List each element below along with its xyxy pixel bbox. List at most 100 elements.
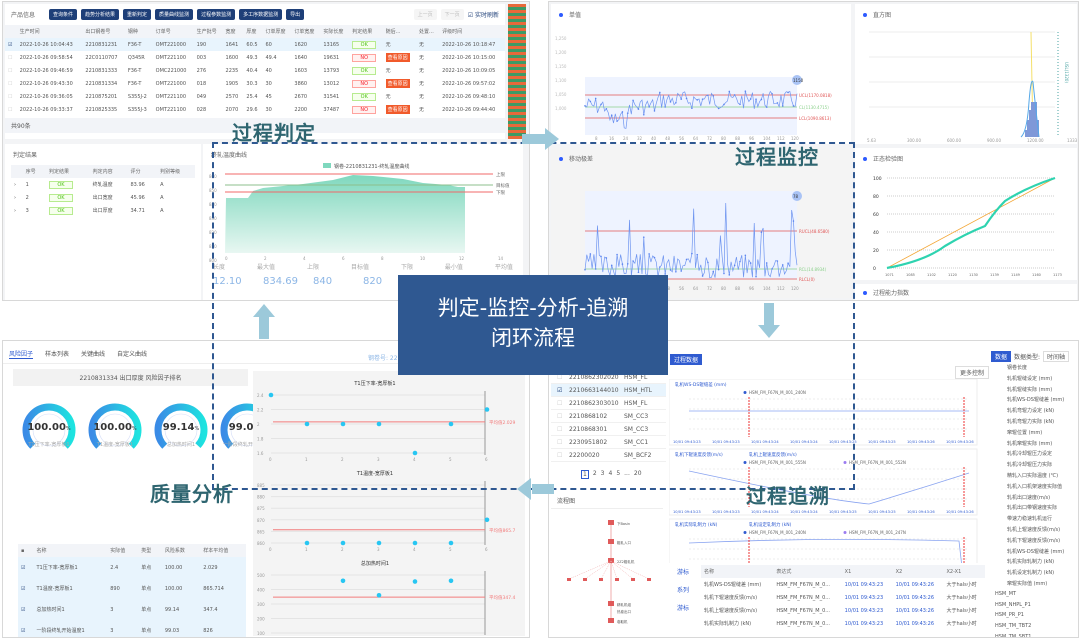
coil-row[interactable]: ☐ 2210868102 SM_CC3 bbox=[551, 410, 666, 423]
tree-item[interactable]: 轧机下辊速度反馈(m/s) bbox=[1007, 537, 1061, 544]
tree-item[interactable]: 精轧入口实际温度 (℃) bbox=[1007, 472, 1059, 479]
tree-item[interactable]: 轧机冷却辊压力设定 bbox=[1007, 451, 1053, 458]
tree-item[interactable]: 窜辊实际值 (mm) bbox=[1007, 580, 1048, 587]
tree-group[interactable]: HSM_TM_SBT1 bbox=[995, 633, 1032, 638]
tab[interactable]: 自定义曲线 bbox=[117, 351, 148, 358]
histogram-bar bbox=[1025, 130, 1028, 137]
table-row[interactable]: ☐ 2022-10-26 09:43:30 2210831334 F36-T OMT22… bbox=[5, 77, 505, 90]
process-data-tab[interactable]: 过程数据 bbox=[670, 354, 703, 365]
prev-button[interactable]: 上一页 bbox=[413, 9, 437, 20]
expand-icon[interactable]: › bbox=[14, 181, 16, 188]
tree-item[interactable]: 钢卷长度 bbox=[1007, 365, 1028, 371]
tree-item[interactable]: 轧机弯辊力设定 (kN) bbox=[1007, 408, 1055, 415]
row-checkbox[interactable]: ☐ bbox=[8, 54, 13, 61]
tree-item[interactable]: 轧机窜辊实际 (mm) bbox=[1007, 440, 1053, 447]
tree-item[interactable]: 轧机WS-DS辊缝差 (mm) bbox=[1007, 397, 1065, 404]
row-checkbox[interactable]: ☐ bbox=[8, 93, 13, 100]
row-checkbox[interactable]: ☑ bbox=[18, 557, 34, 578]
side-tab[interactable]: 游标 bbox=[676, 605, 689, 612]
arrow-left-head bbox=[517, 478, 531, 500]
more-controls[interactable]: 更多控制 bbox=[955, 366, 990, 379]
row-checkbox[interactable]: ☐ bbox=[557, 438, 563, 446]
toolbar-button[interactable]: 质量曲线监测 bbox=[155, 9, 194, 20]
toolbar-button[interactable]: 导出 bbox=[286, 9, 305, 20]
toolbar-button[interactable]: 趋势分析结果 bbox=[81, 9, 120, 20]
coil-row[interactable]: ☐ 22200020 SM_BCF2 bbox=[551, 449, 666, 462]
data-button[interactable]: 数据 bbox=[991, 351, 1012, 362]
table-row[interactable]: ☑ T1温度-宽厚板1 890 单点 100.00 865.714 bbox=[18, 578, 246, 599]
table-row[interactable]: ☐ 2022-10-26 09:58:54 22C0110707 Q345R OMT22… bbox=[5, 51, 505, 64]
row-checkbox[interactable]: ☐ bbox=[557, 373, 563, 381]
tree-item[interactable]: 带速力稳速轧机运行 bbox=[1007, 516, 1053, 523]
view-reason-button[interactable]: 查看原因 bbox=[385, 53, 410, 62]
table-cell: 2.4 bbox=[107, 557, 139, 578]
view-reason-button[interactable]: 查看原因 bbox=[385, 79, 410, 88]
tree-item[interactable]: 轧机弯辊力实际 (kN) bbox=[1007, 418, 1055, 425]
data-point bbox=[733, 264, 736, 267]
expand-icon[interactable]: › bbox=[14, 194, 16, 201]
tree-item[interactable]: 轧机辊缝实际 (mm) bbox=[1007, 386, 1053, 393]
toolbar-button[interactable]: 查询条件 bbox=[49, 9, 78, 20]
toolbar-button[interactable]: 过程参数监测 bbox=[197, 9, 236, 20]
row-checkbox[interactable]: ☐ bbox=[557, 451, 563, 459]
tree-item[interactable]: 轧机上辊速度反馈(m/s) bbox=[1007, 526, 1061, 533]
page-button[interactable]: 2 bbox=[592, 470, 597, 477]
tree-item[interactable]: 轧机实际轧制力 (kN) bbox=[1007, 559, 1055, 566]
side-tab[interactable]: 系列 bbox=[676, 587, 689, 594]
tree-group[interactable]: HSM_NHPL_P1 bbox=[995, 601, 1031, 608]
tab[interactable]: 样本列表 bbox=[45, 351, 70, 358]
view-reason-button[interactable]: 查看原因 bbox=[385, 105, 410, 114]
coil-row[interactable]: ☐ 2210862302020 HSM_FL bbox=[551, 371, 666, 384]
tree-item[interactable]: 轧机入口机架速度实际值 bbox=[1007, 483, 1063, 490]
coil-row[interactable]: ☐ 2210868301 SM_CC3 bbox=[551, 423, 666, 436]
page-button[interactable]: ... bbox=[624, 470, 630, 477]
tree-item[interactable]: 轧机设定轧制力 (kN) bbox=[1007, 570, 1055, 577]
tree-item[interactable]: 轧机出口速度(m/s) bbox=[1007, 494, 1051, 501]
page-button[interactable]: 3 bbox=[600, 470, 605, 477]
row-checkbox[interactable]: ☑ bbox=[18, 578, 34, 599]
tree-group[interactable]: HSM_MT bbox=[995, 590, 1017, 597]
toolbar-button[interactable]: 多工序数据监测 bbox=[239, 9, 283, 20]
coil-row[interactable]: ☐ 2230951802 SM_CC1 bbox=[551, 436, 666, 449]
tree-item[interactable]: 轧机WS-DS辊缝差 (mm) bbox=[1007, 548, 1065, 555]
table-row[interactable]: ☐ 2022-10-26 09:36:05 2210875201 S355J-2 OMT… bbox=[5, 90, 505, 103]
page-button[interactable]: 4 bbox=[608, 470, 613, 477]
y-tick: 1,000 bbox=[555, 106, 567, 111]
tree-item[interactable]: 轧机出口带钢速度实际 bbox=[1007, 505, 1058, 512]
row-checkbox[interactable]: ☑ bbox=[18, 620, 34, 637]
row-checkbox[interactable]: ☐ bbox=[557, 399, 563, 407]
page-button[interactable]: 1 bbox=[581, 470, 589, 479]
row-checkbox[interactable]: ☐ bbox=[8, 80, 13, 87]
page-button[interactable]: 5 bbox=[616, 470, 621, 477]
row-checkbox[interactable]: ☑ bbox=[5, 38, 17, 51]
tree-group[interactable]: HSM_PR_P1 bbox=[995, 612, 1024, 619]
table-row[interactable]: ☐ 2022-10-26 09:46:59 2210831333 F36-T OMC22… bbox=[5, 64, 505, 77]
realtime-checkbox[interactable]: ☑ 实时刷新 bbox=[467, 12, 499, 19]
table-row[interactable]: ☑ 总加热时间1 3 单点 99.14 347.4 bbox=[18, 599, 246, 620]
row-checkbox[interactable]: ☐ bbox=[8, 106, 13, 113]
toolbar-button[interactable]: 重新判定 bbox=[123, 9, 152, 20]
next-button[interactable]: 下一页 bbox=[440, 9, 464, 20]
tree-item[interactable]: 窜辊位置 (mm) bbox=[1007, 429, 1043, 436]
coil-row[interactable]: ☑ 2210663144010 HSM_HTL bbox=[551, 384, 666, 397]
row-checkbox[interactable]: ☐ bbox=[557, 425, 563, 433]
expand-icon[interactable]: › bbox=[14, 207, 16, 214]
table-row[interactable]: ☐ 2022-10-26 09:33:37 2210825335 S355J-3 OMT… bbox=[5, 103, 505, 116]
row-checkbox[interactable]: ☑ bbox=[18, 599, 34, 620]
row-checkbox[interactable]: ☑ bbox=[557, 386, 563, 394]
table-cell: 22C0110707 bbox=[85, 54, 118, 61]
row-checkbox[interactable]: ☐ bbox=[557, 412, 563, 420]
table-row[interactable]: ☑ 2022-10-26 10:04:43 2210831231 F36-T OMT22… bbox=[5, 38, 505, 51]
row-checkbox[interactable]: ☐ bbox=[8, 67, 13, 74]
tree-item[interactable]: 轧机冷却辊压力实际 bbox=[1007, 462, 1053, 469]
table-row[interactable]: ☑ T1压下率-宽厚板1 2.4 单点 100.00 2.029 bbox=[18, 557, 246, 578]
data-type-select[interactable]: 时间轴 bbox=[1043, 351, 1070, 362]
side-tab[interactable]: 游标 bbox=[676, 569, 689, 576]
tab[interactable]: 关键曲线 bbox=[81, 351, 106, 358]
tab[interactable]: 风险因子 bbox=[9, 351, 34, 359]
tree-item[interactable]: 轧机辊缝设定 (mm) bbox=[1007, 375, 1053, 382]
tree-group[interactable]: HSM_TM_TBT2 bbox=[995, 623, 1032, 630]
coil-row[interactable]: ☐ 2210862303010 HSM_FL bbox=[551, 397, 666, 410]
page-button[interactable]: 20 bbox=[633, 470, 642, 477]
table-row[interactable]: ☑ 一阶段终轧开始温度1 3 单点 99.03 826 bbox=[18, 620, 246, 637]
